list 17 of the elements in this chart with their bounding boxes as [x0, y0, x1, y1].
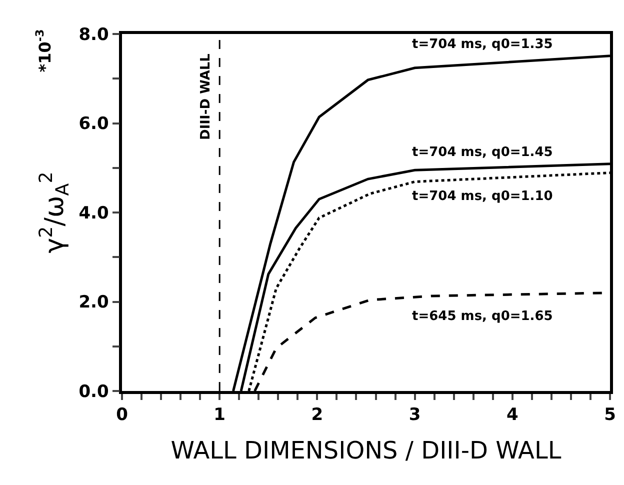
y-tick-label: 6.0 [78, 114, 110, 134]
y-tick-label: 4.0 [78, 203, 110, 224]
x-tick-label: 0 [116, 405, 128, 426]
x-tick-label: 5 [604, 405, 616, 426]
y-tick-label: 0.0 [78, 382, 110, 402]
series-label: t=704 ms, q0=1.45 [412, 145, 553, 160]
y-tick-label: 8.0 [78, 24, 110, 45]
y-tick-label: 2.0 [78, 292, 110, 313]
series-label: t=645 ms, q0=1.65 [412, 309, 553, 324]
x-axis-title: WALL DIMENSIONS / DIII-D WALL [170, 436, 562, 464]
x-tick-label: 4 [506, 405, 518, 426]
ref-line-label: DIII-D WALL [198, 54, 214, 140]
series-label: t=704 ms, q0=1.10 [412, 189, 553, 204]
series-label: t=704 ms, q0=1.35 [412, 37, 553, 52]
x-tick-label: 1 [214, 405, 226, 426]
x-tick-label: 2 [311, 405, 324, 426]
x-tick-label: 3 [408, 405, 421, 426]
